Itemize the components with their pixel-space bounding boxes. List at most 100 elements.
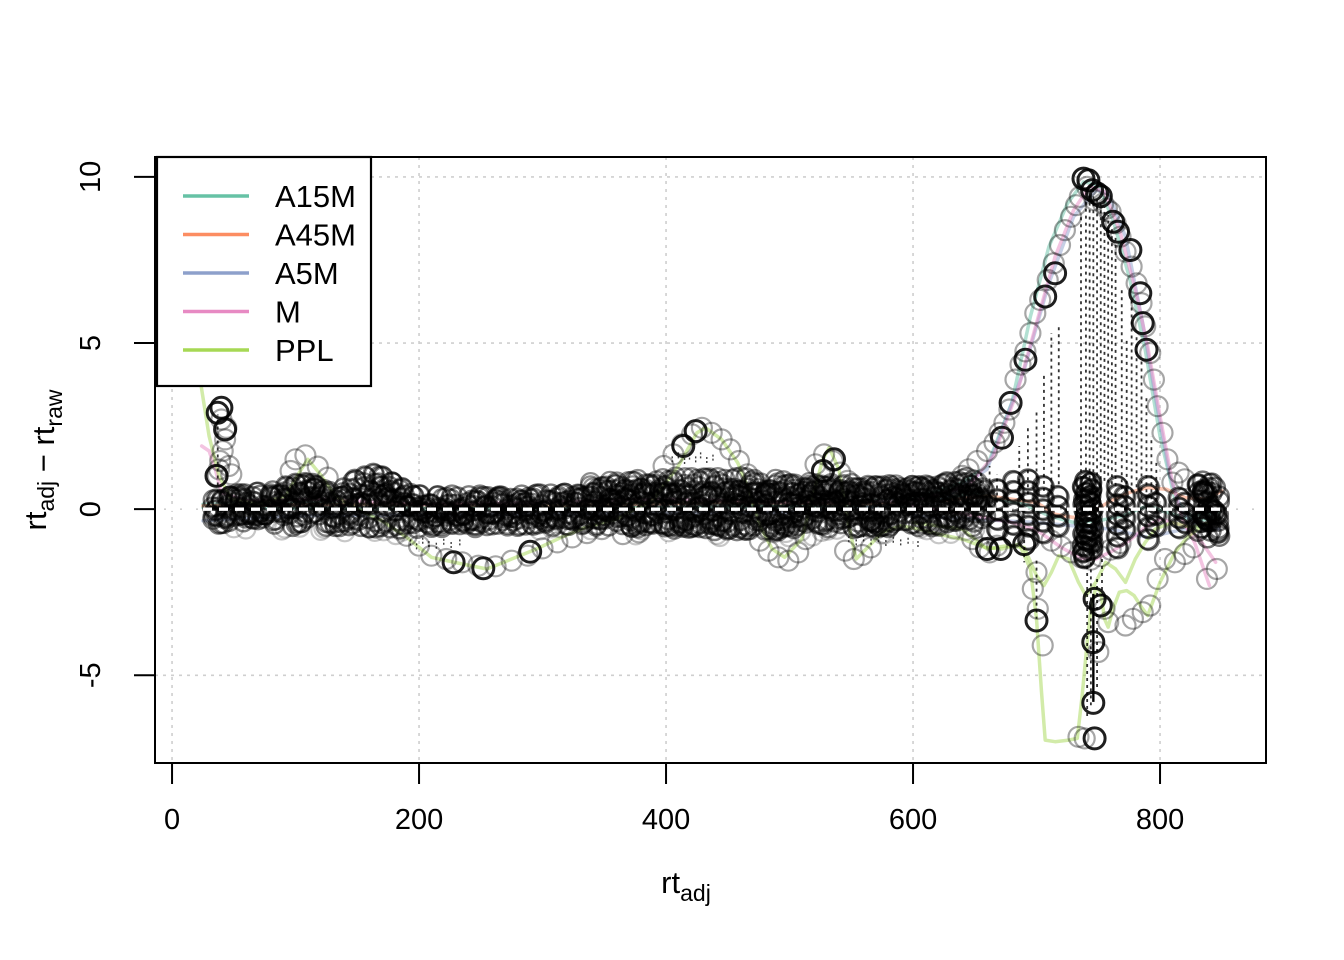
legend-label: PPL (275, 333, 334, 368)
matched-peak-circle (214, 428, 237, 451)
matched-peak-circle (711, 473, 734, 495)
matched-peak-circle (851, 543, 874, 567)
legend-label: A5M (275, 256, 339, 291)
matched-peak-circle (857, 474, 879, 497)
matched-peak-circle (926, 481, 948, 504)
matched-peak-circle (675, 482, 697, 504)
matched-peak-circle (623, 479, 645, 502)
matched-peak-circle (1026, 597, 1049, 620)
matched-peak-circle (945, 482, 968, 505)
matched-peak-circle (784, 478, 806, 500)
matched-peak-circle (674, 467, 696, 489)
matched-peak-circle (1173, 542, 1196, 566)
matched-peak-circle (791, 480, 814, 503)
matched-peak-circle (1114, 485, 1137, 508)
matched-peak-circle (966, 471, 988, 493)
matched-peak-circle (755, 482, 778, 504)
matched-peak-circle (731, 482, 753, 505)
matched-peak-circle (1018, 492, 1041, 515)
matched-peak-circle (777, 549, 800, 572)
matched-peak-circle (646, 470, 668, 492)
matched-peak-circle (942, 476, 965, 499)
matched-peak-circle (707, 470, 729, 493)
matched-peak-circle (682, 480, 705, 502)
matched-peak-circle (1031, 634, 1054, 657)
matched-peak-circle (1099, 538, 1122, 561)
matched-peak-circle (774, 474, 797, 496)
matched-peak-circle (653, 475, 675, 497)
matched-peak-circle (721, 468, 743, 491)
matched-peak-circle (719, 480, 741, 502)
matched-peak-circle (1151, 421, 1174, 444)
matched-peak-circle (848, 477, 870, 499)
matched-peak-circle (1134, 315, 1157, 338)
matched-peak-circle (1121, 607, 1145, 630)
matched-peak-circle (787, 541, 810, 564)
matched-peak-circle (674, 473, 696, 496)
matched-peak-circle (921, 481, 943, 503)
matched-peak-circle (581, 481, 603, 504)
matched-peak-circle (1032, 522, 1055, 545)
matched-peak-circle (852, 480, 874, 502)
matched-peak-circle (699, 467, 721, 489)
matched-peak-circle (719, 438, 742, 461)
matched-peak-circle (865, 474, 887, 497)
matched-peak-circle (683, 473, 705, 495)
matched-peak-circle (947, 477, 969, 499)
matched-peak-circle (668, 478, 691, 500)
matched-peak-circle (868, 475, 890, 498)
matched-peak-circle (704, 474, 726, 496)
matched-peak-circle (609, 478, 631, 500)
matched-peak-circle (983, 431, 1006, 454)
matched-peak-circle (988, 421, 1011, 444)
matched-peak-circle (407, 534, 431, 557)
matched-peak-circle (590, 476, 613, 498)
matched-peak-circle (305, 475, 327, 497)
matched-peak-circle (783, 475, 805, 497)
matched-peak-circle (295, 472, 318, 495)
matched-peak-circle (1163, 551, 1187, 574)
matched-peak-circle (725, 467, 747, 489)
matched-peak-circle (703, 475, 725, 497)
matched-peak-circle (639, 474, 661, 496)
matched-peak-circle (316, 466, 339, 489)
matched-peak-circle (748, 529, 772, 552)
matched-peak-circle (955, 466, 978, 489)
matched-peak-circle (772, 470, 795, 492)
matched-peak-circle (595, 475, 617, 497)
matched-peak-circle (966, 483, 988, 505)
matched-peak-circle (683, 419, 708, 444)
matched-peak-circle (747, 477, 769, 500)
matched-peak-circle (1018, 504, 1041, 527)
matched-peak-circle (757, 539, 780, 562)
matched-peak-circle (1014, 340, 1037, 363)
matched-peak-circle (611, 476, 633, 498)
matched-peak-circle (944, 471, 966, 493)
matched-peak-circle (962, 469, 985, 491)
matched-peak-circle (859, 536, 883, 559)
matched-peak-circle (730, 466, 752, 488)
matched-peak-circle (1114, 519, 1137, 542)
matched-peak-circle (294, 444, 317, 467)
matched-peak-circle (1139, 594, 1162, 617)
matched-peak-circle (966, 449, 989, 473)
matched-peak-circle (948, 470, 970, 492)
matched-peak-circle (893, 482, 916, 505)
matched-peak-circle (441, 550, 466, 575)
legend-label: A15M (275, 179, 356, 214)
matched-peak-circle (579, 475, 602, 497)
matched-peak-circle (761, 482, 784, 505)
matched-peak-circle (833, 539, 857, 562)
matched-peak-circle (692, 467, 715, 489)
matched-peak-circle (1073, 727, 1096, 750)
matched-peak-circle (1021, 577, 1044, 601)
matched-peak-circle (779, 472, 802, 495)
matched-peak-circle (363, 463, 385, 485)
matched-peak-circle (670, 479, 692, 501)
matched-peak-circle (876, 478, 898, 501)
matched-peak-circle (582, 477, 604, 499)
matched-peak-circle (1013, 347, 1038, 372)
matched-peak-circle (663, 471, 686, 494)
matched-peak-circle (596, 479, 618, 502)
legend-item-A15M: A15M (183, 179, 356, 214)
